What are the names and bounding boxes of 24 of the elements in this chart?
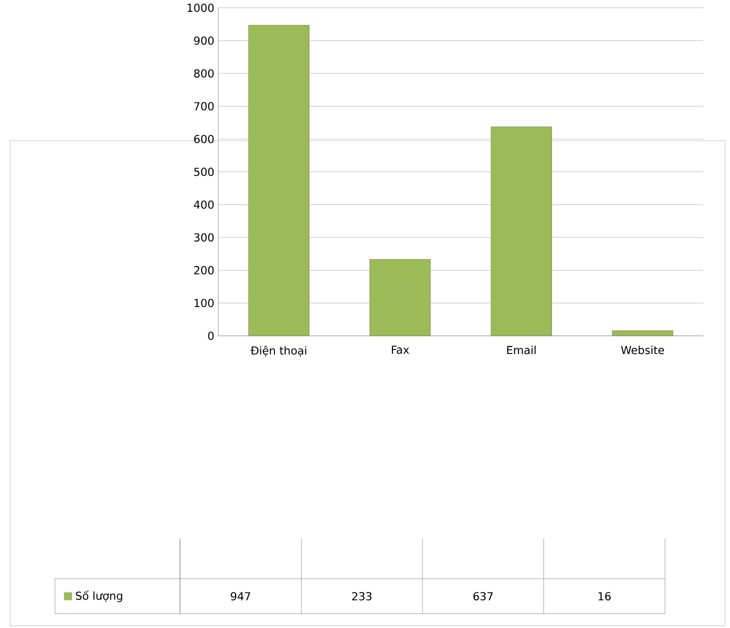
y-tick-label: 400 (194, 200, 214, 209)
data-label: 233 (352, 592, 372, 601)
bar (612, 330, 674, 336)
bar (490, 126, 552, 336)
data-label: 947 (230, 592, 250, 601)
x-tick-label: Email (507, 346, 536, 354)
x-tick-label: Điện thoại (250, 346, 306, 357)
y-tick-label: 500 (194, 168, 214, 176)
bar (370, 259, 431, 336)
y-tick-label: 200 (194, 266, 214, 275)
x-tick-label: Fax (392, 346, 410, 354)
y-tick-label: 600 (194, 134, 214, 144)
y-tick-label: 100 (194, 298, 214, 308)
bar (248, 25, 310, 336)
x-tick-label: Website (621, 346, 664, 354)
y-tick-label: 900 (194, 36, 214, 45)
data-label: 16 (598, 592, 611, 601)
data-label: 637 (473, 592, 493, 601)
y-tick-label: 700 (194, 102, 214, 111)
legend-label: Số lượng (76, 590, 122, 602)
y-tick-label: 800 (194, 69, 214, 78)
y-tick-label: 300 (194, 233, 214, 242)
y-tick-label: 0 (208, 332, 214, 340)
y-tick-label: 1000 (188, 4, 214, 12)
